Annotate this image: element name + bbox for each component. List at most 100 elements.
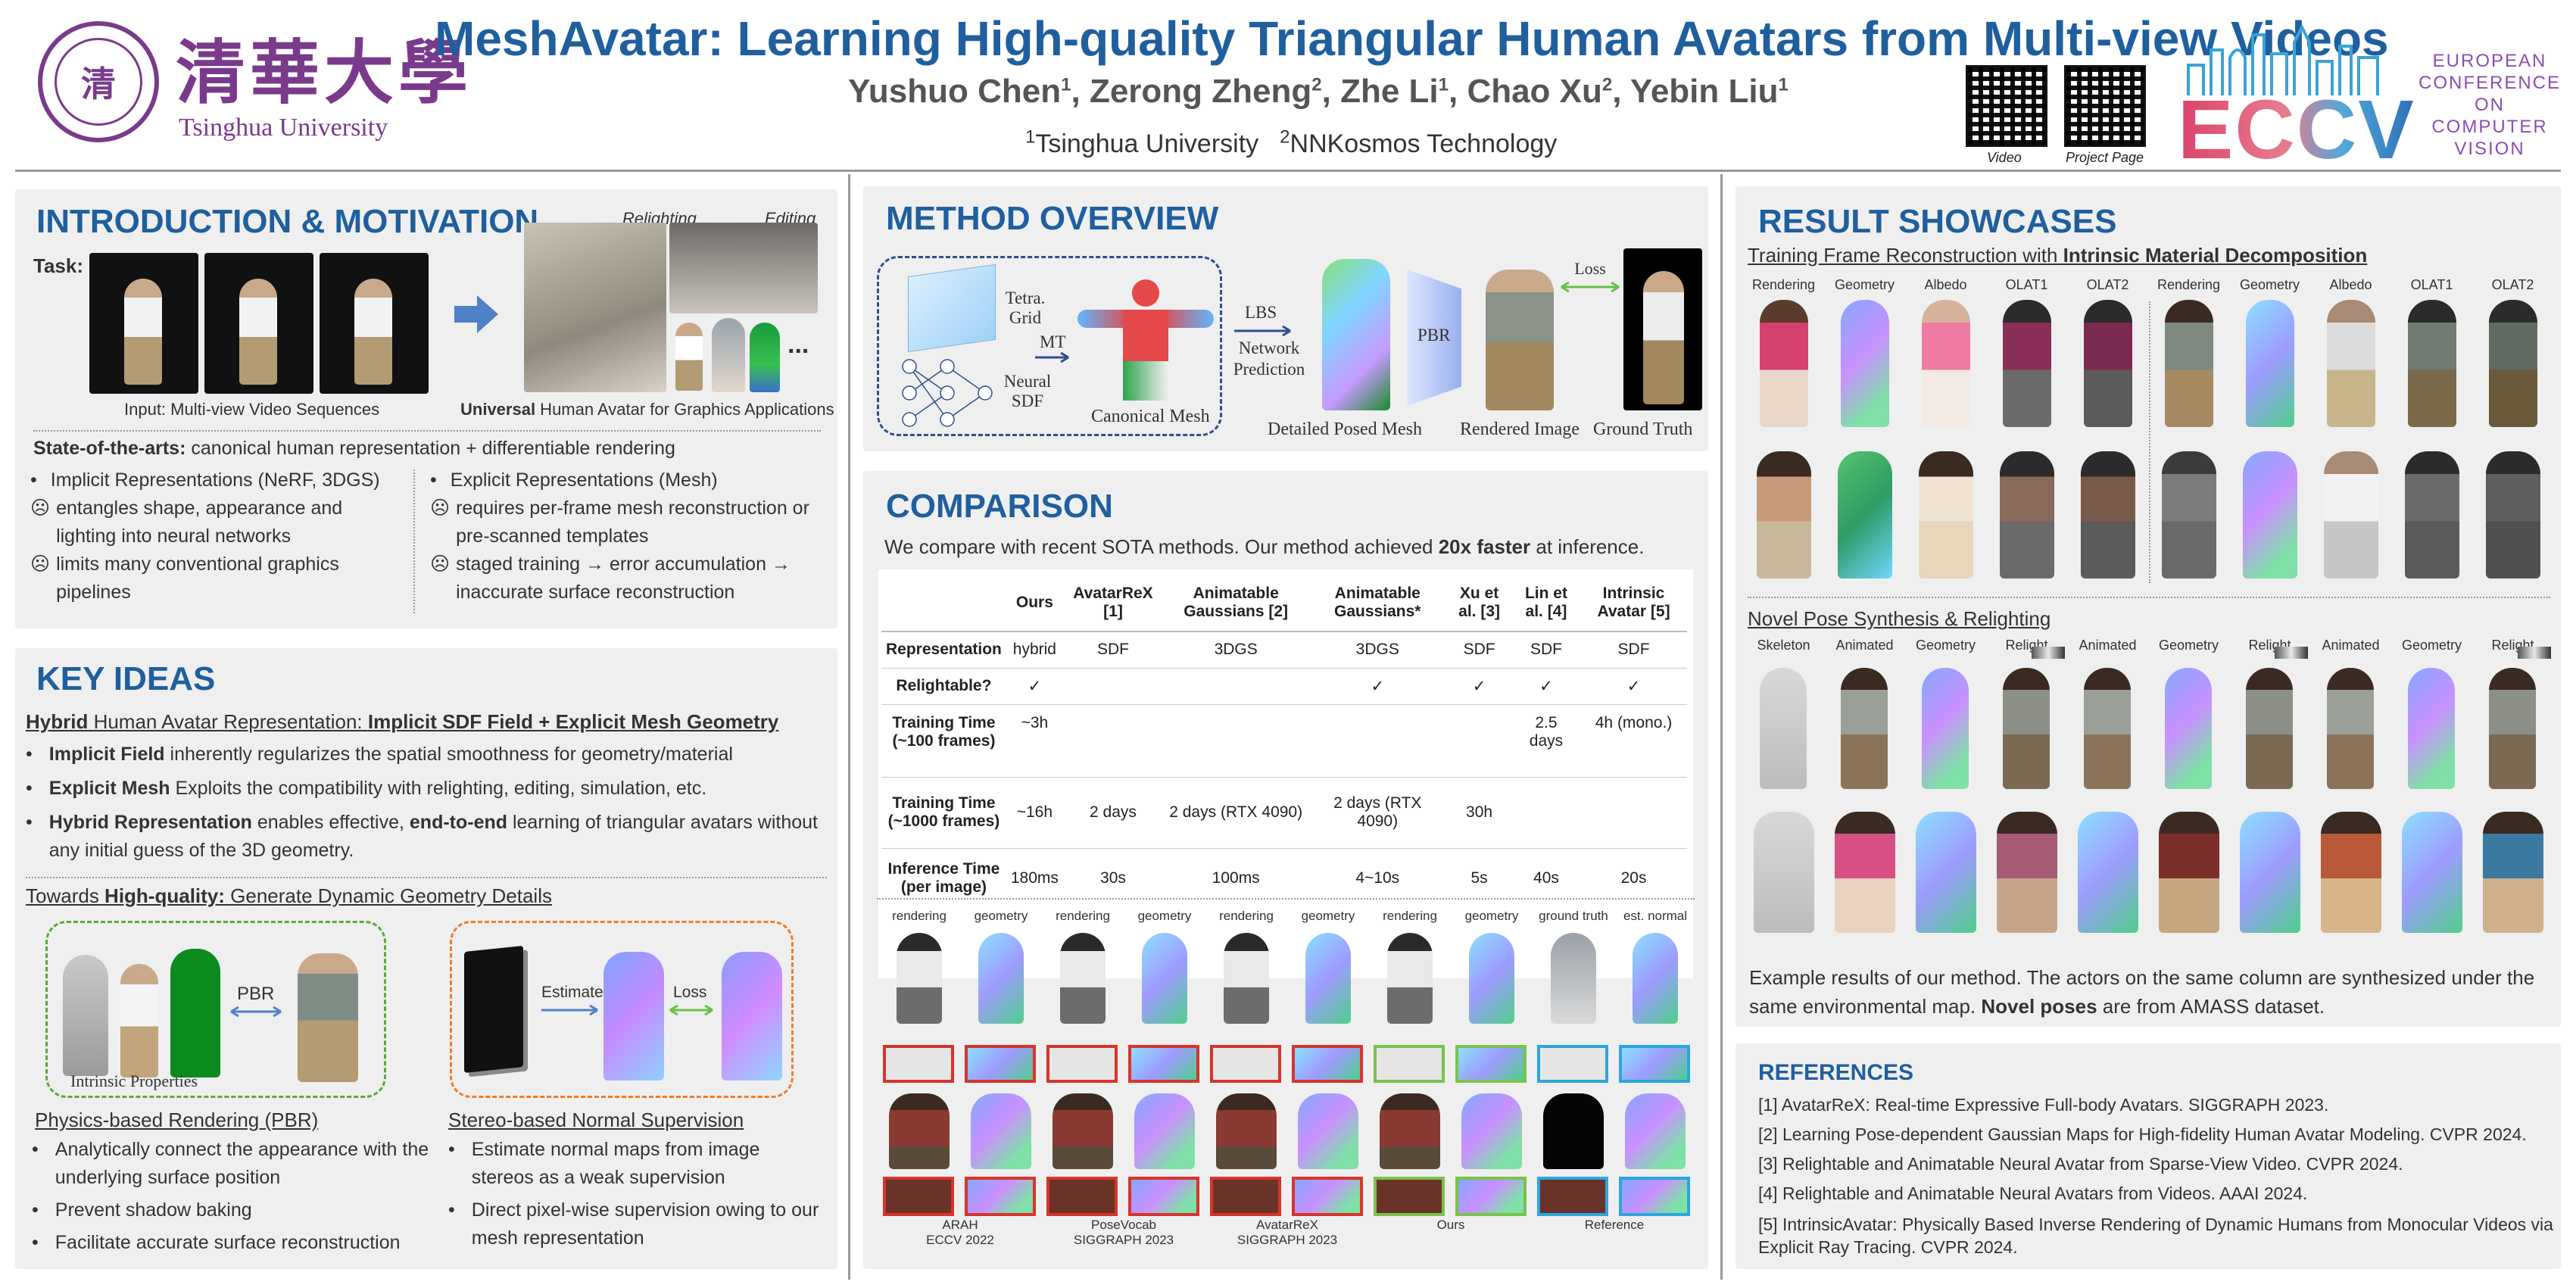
result-divider [2149, 301, 2150, 583]
list-item: • Analytically connect the appearance wit… [32, 1139, 429, 1188]
result-figure [2084, 668, 2131, 789]
arrow-right-icon [1035, 352, 1069, 363]
result-figure [2327, 300, 2375, 427]
output-caption: Universal Human Avatar for Graphics Appl… [460, 400, 834, 419]
training-frame-results [1743, 300, 2558, 588]
comparison-intro: We compare with recent SOTA methods. Our… [884, 535, 1645, 558]
implicit-list: • Implicit Representations (NeRF, 3DGS) ☹… [30, 466, 386, 607]
stereo-normal-diagram: Estimate Loss [450, 921, 794, 1098]
comparison-figure [889, 1093, 950, 1169]
tetra-label: Tetra. Grid [1005, 288, 1046, 327]
qualitative-comparison-grid: rendering geometry rendering geometry re… [878, 909, 1696, 1261]
comparison-figure [978, 933, 1024, 1024]
zoom-inset [965, 1045, 1036, 1083]
key-ideas-title: KEY IDEAS [36, 660, 216, 697]
result-figure [1838, 451, 1892, 579]
project-page-qr-code[interactable] [2064, 65, 2146, 147]
double-arrow-icon [1561, 282, 1620, 292]
tetra-grid-icon [908, 264, 996, 353]
result-figure [2243, 451, 2297, 579]
section-divider [877, 898, 1695, 900]
intro-title: INTRODUCTION & MOTIVATION [36, 203, 539, 240]
posed-mesh-label: Detailed Posed Mesh [1268, 419, 1422, 439]
zoom-inset [1619, 1045, 1690, 1083]
list-item: • Explicit Mesh Exploits the compatibilit… [26, 778, 707, 799]
result-figure [1754, 812, 1814, 933]
grid-cells [878, 930, 1696, 1218]
result-figure [2084, 300, 2132, 427]
mesh-normal-figure [722, 952, 782, 1081]
neural-sdf-label: Neural SDF [1003, 372, 1052, 410]
reference-list: [1] AvatarReX: Real-time Expressive Full… [1758, 1090, 2553, 1258]
rendered-image-label: Rendered Image [1460, 419, 1580, 439]
sota-line: State-of-the-arts: canonical human repre… [33, 438, 675, 459]
tsinghua-seal-logo: 清 [38, 21, 159, 142]
result-figure [1835, 812, 1895, 933]
result-figure [1841, 300, 1889, 427]
result-figure [1760, 300, 1808, 427]
section-divider [33, 430, 821, 432]
comparison-figure [1298, 1093, 1358, 1169]
pbr-heading: Physics-based Rendering (PBR) [35, 1109, 319, 1131]
result-figure [2081, 451, 2135, 579]
table-row: Representation hybrid SDF 3DGS 3DGS SDF SDF SDF [881, 632, 1687, 668]
list-item: ☹ limits many conventional graphics pipel… [30, 554, 339, 603]
results-panel: RESULT SHOWCASES Training Frame Reconstr… [1736, 186, 2561, 1027]
comparison-figure [1380, 1093, 1440, 1169]
estimated-normal-figure [603, 952, 664, 1081]
double-arrow-icon [230, 1006, 282, 1017]
author-name: Zhe Li1 [1340, 73, 1449, 110]
detailed-posed-mesh-figure [1322, 259, 1390, 410]
result-figure [2408, 300, 2456, 427]
environment-map-thumbnail [2032, 647, 2065, 659]
affiliation: 2NNKosmos Technology [1280, 127, 1558, 159]
zoom-inset [1455, 1177, 1527, 1216]
comparison-figure [1053, 1093, 1113, 1169]
result-figure [2327, 668, 2374, 789]
project-page-qr-label: Project Page [2066, 150, 2144, 165]
zoom-inset [1210, 1045, 1281, 1083]
input-frame-3 [320, 253, 429, 394]
affiliation: 1Tsinghua University [1025, 127, 1259, 159]
result-figure [2246, 668, 2293, 789]
result-figure [1919, 451, 1973, 579]
comparison-panel: COMPARISON We compare with recent SOTA m… [863, 471, 1708, 1269]
result-figure [1916, 812, 1976, 933]
video-qr-code[interactable] [1966, 65, 2047, 147]
list-item: • Prevent shadow baking [32, 1199, 252, 1221]
canonical-mesh-figure [1077, 279, 1214, 401]
novel-pose-results [1743, 647, 2558, 940]
author-name: Chao Xu2 [1467, 73, 1613, 110]
video-qr-label: Video [1987, 150, 2022, 165]
affiliation-list: 1Tsinghua University 2NNKosmos Technology [1025, 127, 1578, 159]
list-item: • Direct pixel-wise supervision owing to … [448, 1199, 819, 1249]
comparison-figure [1543, 1093, 1604, 1169]
grid-header-row: rendering geometry rendering geometry re… [892, 909, 1688, 923]
author-name: Yebin Liu1 [1629, 73, 1789, 110]
author-name: Zerong Zheng2 [1089, 73, 1322, 110]
zoom-inset [1619, 1177, 1690, 1216]
result-figure [2405, 451, 2459, 579]
reference-item: [2] Learning Pose-dependent Gaussian Map… [1758, 1124, 2527, 1144]
zoom-inset [1374, 1045, 1445, 1083]
method-panel: METHOD OVERVIEW Tetra. Grid Neural SDF M… [863, 186, 1708, 451]
result-figure [2003, 668, 2050, 789]
table-row: Training Time (~100 frames) ~3h 2.5 days 4h… [881, 704, 1687, 777]
input-frame-2 [204, 253, 313, 394]
zoom-inset [965, 1177, 1036, 1216]
relighting-example-image [524, 223, 666, 392]
arrow-right-icon [541, 1005, 598, 1015]
author-name: Yushuo Chen1 [848, 73, 1071, 110]
zoom-inset [883, 1177, 954, 1216]
comparison-figure [1134, 1093, 1195, 1169]
result-figure [2489, 300, 2537, 427]
comparison-figure [1461, 1093, 1522, 1169]
arrow-right-icon [1234, 326, 1291, 336]
pbr-list: • Analytically connect the appearance wit… [32, 1136, 441, 1257]
zoom-inset [1537, 1045, 1608, 1083]
result-figure [2003, 300, 2051, 427]
pbr-diagram: PBR Intrinsic Properties [45, 921, 386, 1098]
references-title: REFERENCES [1758, 1060, 1914, 1085]
comparison-figure [1224, 933, 1269, 1024]
zoom-inset [1537, 1177, 1608, 1216]
